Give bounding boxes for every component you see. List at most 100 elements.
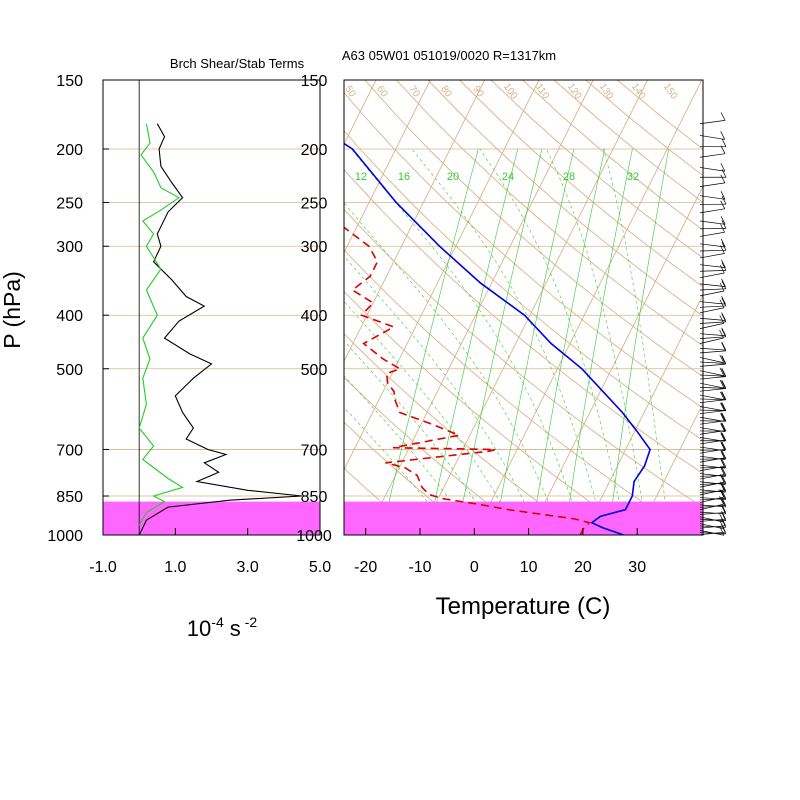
wind-barb-flag: [721, 391, 726, 400]
unit-exponent: -4: [211, 614, 224, 630]
wind-barb-shaft: [699, 231, 725, 237]
wind-barb-flag: [721, 423, 727, 432]
isotherm: [691, 510, 703, 535]
mixing-ratio-label: 32: [627, 171, 639, 183]
wind-barb-flag: [720, 413, 725, 422]
dry-adiabat: [344, 333, 584, 535]
left-panel-frame: [102, 79, 321, 536]
wind-barb-shaft: [699, 466, 726, 469]
left-panel-title: Brch Shear/Stab Terms: [170, 56, 305, 71]
wind-barb-shaft: [699, 496, 724, 503]
wind-barb-flag: [721, 196, 727, 205]
wind-barb-shaft: [699, 394, 725, 401]
dry-adiabat: [553, 80, 703, 204]
dry-adiabat: [344, 91, 703, 409]
wind-barb-flag: [721, 368, 726, 377]
right-x-tick-label: -20: [354, 559, 377, 576]
wind-barb-flag: [721, 482, 727, 492]
wind-barb-shaft: [699, 337, 724, 344]
moist-adiabat: [351, 148, 584, 535]
wind-barb-shaft: [699, 518, 726, 522]
wind-barb-shaft: [699, 525, 726, 529]
left-x-tick-label: 3.0: [237, 559, 259, 576]
right-y-tick-label: 850: [301, 489, 328, 506]
wind-barb-flag: [721, 497, 727, 506]
wind-barb-flag: [721, 138, 727, 147]
wind-barb-shaft: [699, 253, 725, 259]
wind-barb-shaft: [699, 382, 725, 389]
wind-barb-flag: [721, 280, 727, 289]
wind-barb-flag: [721, 169, 727, 178]
right-x-tick-label: 20: [574, 559, 592, 576]
left-y-tick-label: 250: [56, 196, 83, 213]
wind-barb-flag: [721, 327, 726, 336]
left-x-unit-label: 10-4 s -2: [187, 614, 258, 641]
wind-barb-shaft: [699, 357, 724, 364]
wind-barb-flag: [721, 220, 727, 229]
mixing-ratio-line: [564, 148, 633, 535]
dry-adiabat-label: 110: [533, 82, 551, 102]
left-x-tick-label: -1.0: [89, 559, 117, 576]
wind-barb-flag: [720, 458, 725, 467]
mixing-ratio-label: 20: [447, 171, 459, 183]
wind-barb-flag: [721, 313, 727, 323]
wind-barb-flag: [721, 297, 727, 307]
left-y-tick-label: 500: [56, 362, 83, 379]
right-y-tick-label: 200: [301, 142, 328, 159]
wind-barb-flag: [721, 380, 727, 389]
wind-barb-flag: [719, 474, 725, 483]
wind-barb-shaft: [699, 220, 726, 225]
wind-barb-flag: [719, 264, 725, 274]
wind-barb-flag: [719, 488, 725, 498]
wind-barb-shaft: [699, 290, 725, 297]
right-highlight-band: [344, 501, 703, 535]
wind-barb-flag: [720, 422, 726, 431]
right-y-tick-label: 300: [301, 239, 328, 256]
wind-barb-flag: [721, 517, 726, 526]
mixing-ratio-line: [494, 148, 575, 535]
left-series-line-1: [138, 123, 302, 536]
wind-barb-flag: [721, 432, 727, 441]
wind-barb-flag: [719, 299, 725, 308]
isotherm: [344, 80, 377, 146]
wind-barb-flag: [721, 380, 726, 389]
wind-barb-shaft: [699, 323, 724, 329]
moist-adiabat: [603, 148, 671, 535]
wind-barb-flag: [721, 511, 726, 520]
dry-adiabat: [395, 80, 703, 347]
wind-barb-shaft: [699, 398, 726, 401]
mixing-ratio-line: [531, 148, 605, 535]
mixing-ratio-label: 24: [502, 171, 514, 183]
dry-adiabat: [344, 421, 475, 535]
wind-barb-flag: [721, 391, 727, 400]
dry-adiabat: [344, 467, 421, 535]
dry-adiabat-label: 90: [470, 84, 486, 100]
left-y-tick-label: 1000: [47, 528, 83, 545]
y-axis-label: P (hPa): [0, 271, 25, 349]
wind-barb-flag: [721, 467, 727, 476]
left-highlight-band: [103, 501, 320, 535]
wind-barb-flag: [720, 441, 726, 450]
wind-barb-flag: [720, 216, 726, 225]
wind-barb-shaft: [699, 439, 725, 445]
wind-barb-flag: [720, 145, 726, 154]
moist-adiabat: [344, 300, 518, 535]
wind-barb-flag: [719, 391, 725, 400]
wind-barb-shaft: [699, 283, 726, 287]
wind-barb-flag: [720, 238, 726, 248]
isotherm: [0, 80, 213, 535]
wind-barb-flag: [721, 490, 727, 499]
wind-barb-flag: [721, 475, 727, 484]
wind-barb-flag: [719, 282, 725, 292]
wind-barb-shaft: [699, 511, 726, 515]
right-plot-area: [0, 80, 703, 535]
wind-barb-flag: [720, 191, 726, 200]
isotherm: [94, 80, 322, 535]
wind-barb-shaft: [699, 374, 726, 377]
mixing-ratio-label: 28: [563, 171, 575, 183]
mixing-ratio-line: [427, 148, 518, 535]
dry-adiabat: [344, 376, 529, 535]
moist-adiabat: [479, 148, 627, 535]
